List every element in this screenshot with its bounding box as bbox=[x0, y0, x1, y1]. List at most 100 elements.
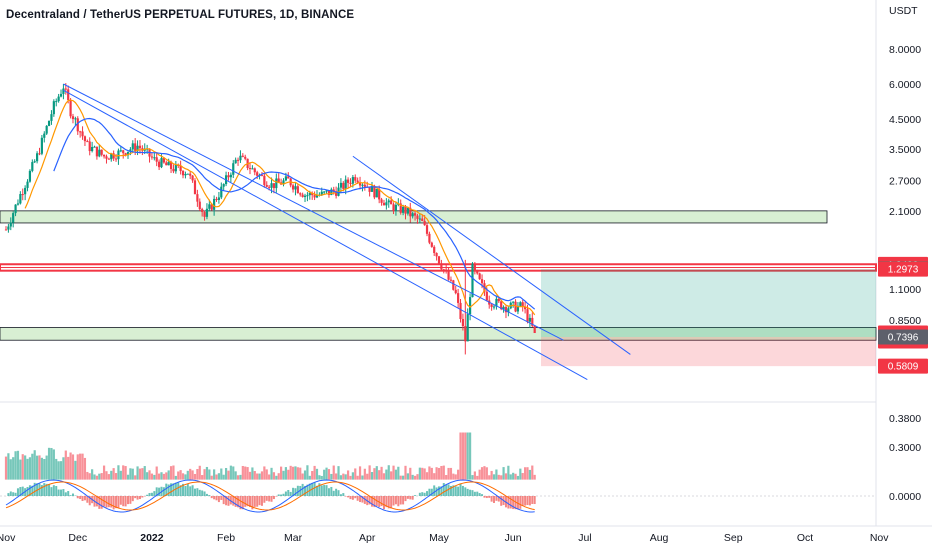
volume-bar bbox=[22, 454, 24, 479]
candle-body bbox=[459, 303, 461, 319]
macd-bar bbox=[129, 496, 131, 504]
candle-body bbox=[424, 221, 426, 225]
macd-bar bbox=[338, 490, 340, 496]
candle-body bbox=[158, 162, 160, 167]
volume-bar bbox=[462, 433, 464, 480]
volume-bar bbox=[500, 475, 502, 479]
volume-bar bbox=[493, 474, 495, 479]
volume-bar bbox=[237, 475, 239, 479]
candle-body bbox=[457, 293, 459, 303]
volume-bar bbox=[455, 474, 457, 479]
candle-body bbox=[268, 187, 270, 188]
volume-bar bbox=[258, 474, 260, 480]
macd-bar bbox=[77, 496, 79, 498]
volume-bar bbox=[115, 473, 117, 480]
volume-bar bbox=[447, 468, 449, 480]
candle-body bbox=[175, 165, 177, 172]
candle-body bbox=[191, 176, 193, 181]
indicator-tick-label: 0.3800 bbox=[889, 413, 921, 425]
volume-bar bbox=[280, 467, 282, 480]
candle-body bbox=[151, 157, 153, 158]
volume-bar bbox=[206, 467, 208, 480]
volume-bar bbox=[433, 473, 435, 479]
macd-bar bbox=[273, 496, 275, 499]
volume-bar bbox=[373, 468, 375, 479]
candle-body bbox=[404, 207, 406, 214]
macd-bar bbox=[201, 490, 203, 496]
macd-bar bbox=[139, 496, 141, 499]
candle-body bbox=[414, 213, 416, 215]
volume-bar bbox=[316, 469, 318, 480]
macd-bar bbox=[134, 496, 136, 498]
macd-bar bbox=[510, 496, 512, 508]
volume-bar bbox=[41, 458, 43, 480]
candle-body bbox=[208, 204, 210, 208]
volume-bar bbox=[96, 476, 98, 480]
macd-bar bbox=[333, 491, 335, 496]
volume-bar bbox=[146, 472, 148, 479]
candle-body bbox=[438, 256, 440, 263]
macd-bar bbox=[488, 496, 490, 498]
volume-bar bbox=[273, 472, 275, 479]
candle-body bbox=[412, 213, 414, 216]
candle-body bbox=[452, 280, 454, 290]
volume-bar bbox=[19, 460, 21, 480]
macd-bar bbox=[395, 496, 397, 504]
volume-bar bbox=[74, 461, 76, 480]
volume-bar bbox=[55, 459, 57, 480]
volume-bar bbox=[141, 468, 143, 479]
macd-bar bbox=[72, 494, 74, 496]
macd-bar bbox=[227, 496, 229, 506]
candle-body bbox=[196, 194, 198, 201]
macd-bar bbox=[117, 496, 119, 508]
candle-body bbox=[342, 183, 344, 189]
volume-bar bbox=[467, 433, 469, 480]
volume-bar bbox=[50, 448, 52, 480]
macd-bar bbox=[208, 495, 210, 496]
volume-bar bbox=[479, 470, 481, 480]
volume-bar bbox=[125, 466, 127, 480]
volume-bar bbox=[361, 475, 363, 479]
volume-bar bbox=[199, 466, 201, 480]
macd-bar bbox=[67, 491, 69, 496]
macd-bar bbox=[457, 487, 459, 496]
candle-body bbox=[529, 318, 531, 322]
candle-body bbox=[96, 147, 98, 157]
macd-bar bbox=[146, 495, 148, 496]
macd-bar bbox=[455, 486, 457, 496]
candle-body bbox=[132, 143, 134, 149]
volume-bar bbox=[524, 467, 526, 479]
macd-bar bbox=[254, 496, 256, 507]
volume-bar bbox=[81, 454, 83, 480]
macd-bar bbox=[218, 496, 220, 502]
macd-bar bbox=[50, 487, 52, 496]
candle-body bbox=[433, 247, 435, 253]
candle-body bbox=[275, 178, 277, 188]
volume-bar bbox=[306, 465, 308, 479]
candle-body bbox=[376, 189, 378, 197]
volume-bar bbox=[225, 468, 227, 480]
candle-body bbox=[67, 89, 69, 100]
volume-bar bbox=[474, 471, 476, 479]
volume-bar bbox=[435, 467, 437, 479]
candle-body bbox=[26, 182, 28, 188]
candle-body bbox=[464, 326, 466, 341]
volume-bar bbox=[134, 475, 136, 479]
volume-bar bbox=[220, 468, 222, 479]
price-tick-label: 2.7000 bbox=[889, 175, 921, 187]
volume-bar bbox=[409, 468, 411, 480]
volume-bar bbox=[275, 476, 277, 480]
macd-bar bbox=[113, 496, 115, 509]
macd-bar bbox=[15, 493, 17, 496]
volume-bar bbox=[235, 471, 237, 479]
candle-body bbox=[383, 203, 385, 206]
macd-bar bbox=[486, 496, 488, 498]
candle-body bbox=[385, 202, 387, 205]
macd-bar bbox=[101, 496, 103, 509]
time-tick-label: Nov bbox=[0, 532, 16, 544]
candle-body bbox=[153, 157, 155, 158]
candle-body bbox=[340, 183, 342, 188]
macd-bar bbox=[419, 493, 421, 496]
